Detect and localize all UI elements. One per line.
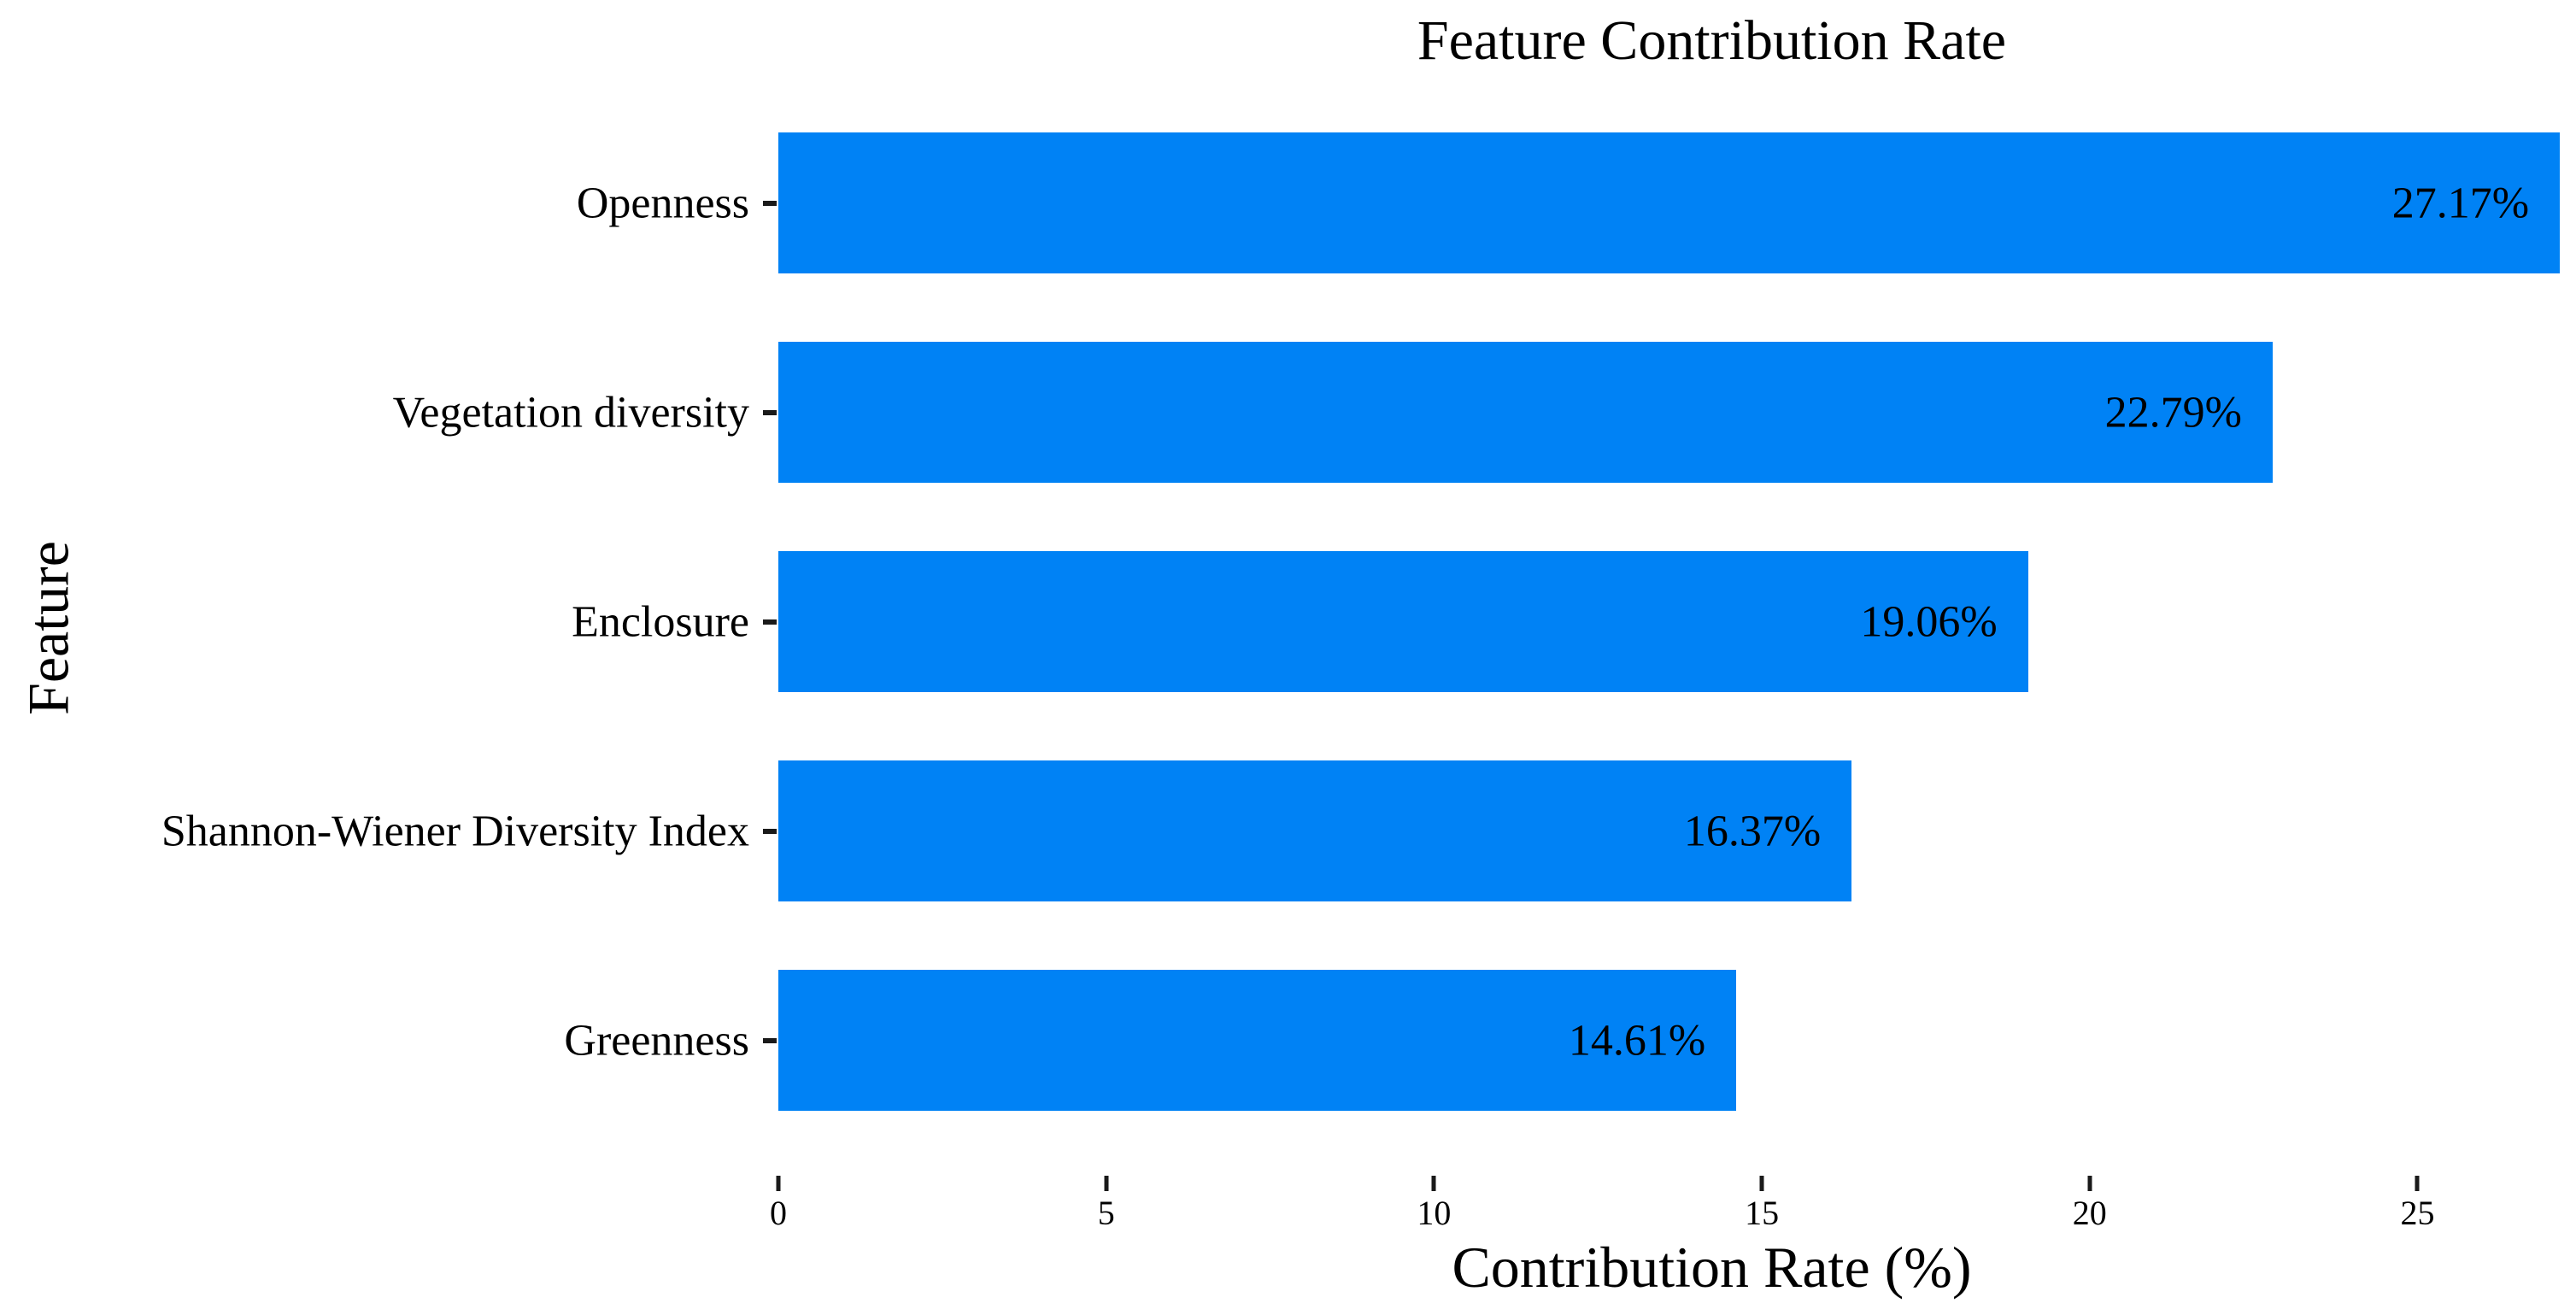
bar: 14.61% — [778, 970, 1737, 1111]
bar-row: Enclosure 19.06% — [572, 517, 2568, 726]
x-tick-label: 25 — [2400, 1194, 2435, 1232]
bar-row: Openness 27.17% — [577, 98, 2568, 308]
bar-row: Vegetation diversity 22.79% — [393, 308, 2568, 517]
category-label: Enclosure — [572, 597, 749, 646]
x-tick-label: 10 — [1417, 1194, 1452, 1232]
category-label: Vegetation diversity — [392, 388, 749, 437]
category-label: Greenness — [564, 1016, 749, 1065]
value-label: 27.17% — [2391, 179, 2530, 227]
value-label: 22.79% — [2104, 388, 2242, 437]
category-label: Openness — [576, 179, 749, 227]
x-axis-label: Contribution Rate (%) — [1452, 1235, 1972, 1300]
value-label: 19.06% — [1860, 597, 1998, 646]
x-tick-mark — [2087, 1176, 2092, 1191]
y-tick-mark — [763, 200, 777, 206]
y-tick-mark — [763, 828, 777, 834]
x-tick-mark — [2415, 1176, 2420, 1191]
x-tick-label: 15 — [1745, 1194, 1780, 1232]
x-tick-label: 5 — [1097, 1194, 1115, 1232]
y-tick-mark — [763, 1037, 777, 1043]
x-tick-mark — [1431, 1176, 1436, 1191]
bar: 22.79% — [778, 342, 2273, 483]
bar: 19.06% — [778, 551, 2028, 692]
x-tick-label: 20 — [2072, 1194, 2107, 1232]
bar-row: Greenness 14.61% — [564, 936, 2568, 1145]
bar: 27.17% — [778, 132, 2561, 273]
chart-title: Feature Contribution Rate — [1417, 9, 2007, 72]
y-axis-label: Feature — [15, 541, 81, 715]
value-label: 16.37% — [1683, 807, 1822, 855]
x-tick-mark — [1759, 1176, 1764, 1191]
x-tick-mark — [776, 1176, 781, 1191]
x-axis-ticks: 0 5 10 15 20 25 — [770, 1176, 2568, 1236]
x-tick-label: 0 — [770, 1194, 787, 1232]
bar: 16.37% — [778, 760, 1852, 901]
y-tick-mark — [763, 619, 777, 625]
value-label: 14.61% — [1568, 1016, 1706, 1065]
bar-row: Shannon-Wiener Diversity Index 16.37% — [161, 726, 2568, 936]
category-label: Shannon-Wiener Diversity Index — [161, 807, 749, 855]
y-tick-mark — [763, 409, 777, 415]
x-tick-mark — [1104, 1176, 1109, 1191]
bars-area: Openness 27.17% Vegetation diversity 22.79%… — [161, 98, 2568, 1145]
